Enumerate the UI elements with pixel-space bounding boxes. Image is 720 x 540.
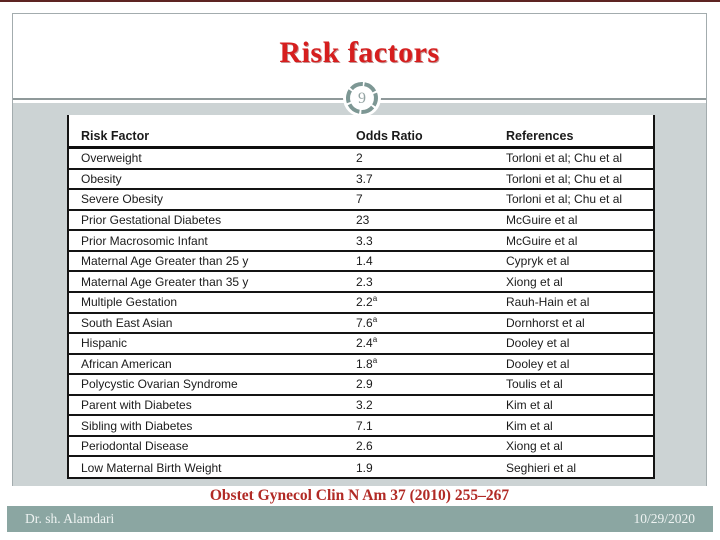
table-row: Prior Macrosomic Infant 3.3 McGuire et al (69, 231, 653, 252)
reference-cell: Kim et al (506, 398, 553, 413)
table-row: Hispanic 2.4a Dooley et al (69, 334, 653, 355)
odds-ratio-cell: 3.2 (356, 398, 373, 413)
risk-factor-cell: Parent with Diabetes (81, 398, 192, 413)
odds-ratio-cell: 2.3 (356, 274, 373, 289)
risk-factor-cell: African American (81, 356, 172, 371)
risk-factor-cell: Prior Macrosomic Infant (81, 233, 208, 248)
reference-cell: Xiong et al (506, 274, 563, 289)
risk-factor-cell: Maternal Age Greater than 25 y (81, 254, 249, 269)
odds-ratio-cell: 3.3 (356, 233, 373, 248)
reference-cell: Toulis et al (506, 377, 563, 392)
risk-factor-cell: Periodontal Disease (81, 439, 189, 454)
table-row: Multiple Gestation 2.2a Rauh-Hain et al (69, 293, 653, 314)
odds-ratio-cell: 1.9 (356, 460, 373, 475)
risk-factor-cell: South East Asian (81, 315, 173, 330)
slide-frame: Risk factors 9 Risk Factor Odds Ratio Re… (12, 13, 707, 486)
slide-number-badge: 9 (340, 76, 384, 120)
table-row: Severe Obesity 7 Torloni et al; Chu et al (69, 190, 653, 211)
table-row: South East Asian 7.6a Dornhorst et al (69, 314, 653, 335)
citation-line: Obstet Gynecol Clin N Am 37 (2010) 255–2… (12, 486, 707, 506)
risk-factor-cell: Prior Gestational Diabetes (81, 212, 222, 227)
slide-date: 10/29/2020 (633, 511, 695, 526)
reference-cell: Seghieri et al (506, 460, 577, 475)
odds-ratio-cell: 2.6 (356, 439, 373, 454)
column-header-references: References (506, 129, 574, 143)
risk-table: Risk Factor Odds Ratio References Overwe… (67, 115, 655, 479)
reference-cell: Torloni et al; Chu et al (506, 151, 623, 166)
reference-cell: Rauh-Hain et al (506, 295, 590, 310)
reference-cell: Cypryk et al (506, 254, 570, 269)
risk-table-body: Overweight 2 Torloni et al; Chu et al Obesi… (69, 149, 653, 478)
top-accent-line (0, 0, 720, 2)
risk-factor-cell: Maternal Age Greater than 35 y (81, 274, 249, 289)
table-row: Maternal Age Greater than 35 y 2.3 Xiong e… (69, 272, 653, 293)
table-row: Obesity 3.7 Torloni et al; Chu et al (69, 170, 653, 191)
odds-ratio-footnote-marker: a (372, 356, 378, 365)
odds-ratio-cell: 2.4a (356, 336, 378, 351)
odds-ratio-cell: 2 (356, 151, 363, 166)
reference-cell: Dornhorst et al (506, 315, 585, 330)
table-row: Prior Gestational Diabetes 23 McGuire et a… (69, 211, 653, 232)
slide-number: 9 (358, 89, 366, 107)
odds-ratio-cell: 7 (356, 192, 363, 207)
odds-ratio-footnote-marker: a (372, 336, 378, 345)
risk-factor-cell: Sibling with Diabetes (81, 418, 193, 433)
odds-ratio-cell: 1.8a (356, 356, 378, 371)
odds-ratio-footnote-marker: a (372, 295, 378, 304)
page-title: Risk factors (279, 36, 440, 69)
column-header-odds-ratio: Odds Ratio (356, 129, 423, 143)
table-row: Overweight 2 Torloni et al; Chu et al (69, 149, 653, 170)
reference-cell: Kim et al (506, 418, 553, 433)
odds-ratio-footnote-marker: a (372, 315, 378, 324)
reference-cell: Torloni et al; Chu et al (506, 171, 623, 186)
risk-factor-cell: Severe Obesity (81, 192, 164, 207)
risk-factor-cell: Hispanic (81, 336, 128, 351)
column-header-risk-factor: Risk Factor (81, 129, 150, 143)
odds-ratio-cell: 7.6a (356, 315, 378, 330)
table-row: Periodontal Disease 2.6 Xiong et al (69, 437, 653, 458)
risk-factor-cell: Obesity (81, 171, 122, 186)
odds-ratio-cell: 3.7 (356, 171, 373, 186)
reference-cell: Dooley et al (506, 336, 570, 351)
table-row: Maternal Age Greater than 25 y 1.4 Cypryk … (69, 252, 653, 273)
footer-bar: Dr. sh. Alamdari 10/29/2020 (7, 506, 713, 532)
reference-cell: Dooley et al (506, 356, 570, 371)
odds-ratio-cell: 2.2a (356, 295, 378, 310)
presenter-name: Dr. sh. Alamdari (25, 511, 115, 526)
reference-cell: McGuire et al (506, 233, 578, 248)
table-row: Low Maternal Birth Weight 1.9 Seghieri et … (69, 457, 653, 478)
table-row: Polycystic Ovarian Syndrome 2.9 Toulis et … (69, 375, 653, 396)
risk-factor-cell: Polycystic Ovarian Syndrome (81, 377, 238, 392)
risk-factor-cell: Overweight (81, 151, 142, 166)
dashed-circle-icon (343, 79, 381, 117)
table-row: Parent with Diabetes 3.2 Kim et al (69, 396, 653, 417)
odds-ratio-cell: 2.9 (356, 377, 373, 392)
risk-factor-cell: Multiple Gestation (81, 295, 178, 310)
odds-ratio-cell: 7.1 (356, 418, 373, 433)
odds-ratio-cell: 23 (356, 212, 370, 227)
reference-cell: Torloni et al; Chu et al (506, 192, 623, 207)
table-row: African American 1.8a Dooley et al (69, 355, 653, 376)
reference-cell: Xiong et al (506, 439, 563, 454)
odds-ratio-cell: 1.4 (356, 254, 373, 269)
table-header: Risk Factor Odds Ratio References (69, 115, 653, 149)
reference-cell: McGuire et al (506, 212, 578, 227)
risk-factor-cell: Low Maternal Birth Weight (81, 460, 222, 475)
table-row: Sibling with Diabetes 7.1 Kim et al (69, 416, 653, 437)
